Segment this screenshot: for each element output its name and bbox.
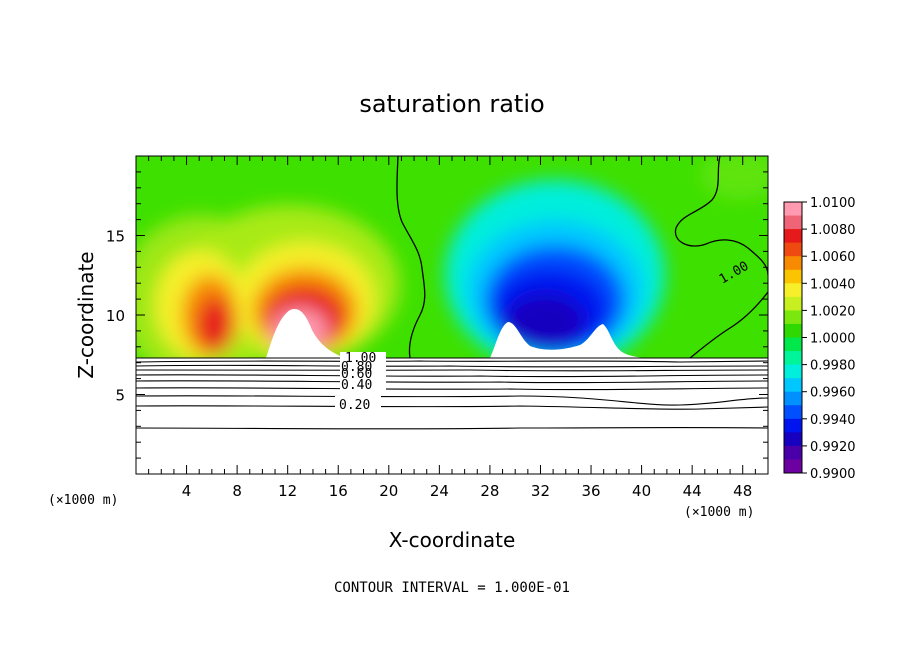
- colorbar-swatch: [784, 391, 802, 406]
- colorbar-label: 0.9980: [810, 359, 856, 374]
- colorbar-swatch: [784, 256, 802, 271]
- contour-line: [136, 374, 768, 378]
- colorbar-swatch: [784, 445, 802, 460]
- plot-area: 1.00 0.80 0.60 0.40 0.20 1.00: [136, 156, 768, 474]
- contour-label: 0.20: [339, 398, 370, 413]
- lower-contours: [136, 357, 768, 430]
- colorbar-swatch: [784, 283, 802, 298]
- y-tick-label: 5: [115, 387, 125, 405]
- colorbar-swatch: [784, 337, 802, 352]
- white-core: [490, 322, 650, 358]
- colorbar-swatch: [784, 202, 802, 217]
- y-tick-label: 15: [106, 228, 125, 246]
- colorbar: 1.0100 1.0080 1.0060 1.0040 1.0020 1.0000 0.99…: [783, 196, 856, 482]
- colorbar-swatch: [784, 378, 802, 393]
- contour-line: [136, 360, 768, 363]
- colorbar-swatch: [784, 269, 802, 284]
- colorbar-label: 1.0040: [810, 277, 856, 292]
- contour-line: [136, 380, 768, 384]
- field-blob: [197, 297, 233, 353]
- contour-line: [136, 364, 768, 368]
- contour-label: 1.00: [345, 351, 376, 366]
- contour-line: [136, 427, 768, 430]
- contour-label-group: 1.00 0.80 0.60 0.40 0.20 1.00: [335, 259, 751, 413]
- x-unit-label-right: (×1000 m): [684, 505, 754, 520]
- colorbar-swatch: [784, 405, 802, 420]
- colorbar-label: 0.9960: [810, 386, 856, 401]
- colorbar-label: 1.0100: [810, 196, 856, 211]
- x-tick-label: 48: [733, 482, 752, 500]
- field-blob: [505, 294, 585, 350]
- saturation-field: [136, 156, 768, 358]
- contour-interval-note: CONTOUR INTERVAL = 1.000E-01: [334, 580, 570, 596]
- contour-label: 0.80: [341, 360, 372, 375]
- x-tick-label: 36: [581, 482, 600, 500]
- label-mask: [335, 396, 381, 410]
- colorbar-label: 1.0000: [810, 332, 856, 347]
- x-tick-label: 44: [683, 482, 702, 500]
- colorbar-swatch: [784, 418, 802, 433]
- colorbar-swatch: [784, 242, 802, 257]
- x-tick-label: 12: [278, 482, 297, 500]
- contour-line: [136, 395, 768, 406]
- colorbar-swatch: [784, 459, 802, 474]
- colorbar-swatch: [784, 310, 802, 325]
- x-tick-label: 28: [480, 482, 499, 500]
- y-axis-title: Z-coordinate: [74, 251, 98, 378]
- chart-title: saturation ratio: [359, 90, 544, 118]
- contour-line: [136, 369, 768, 372]
- colorbar-swatch: [784, 364, 802, 379]
- x-tick-label: 4: [182, 482, 192, 500]
- contour-line: [396, 156, 426, 358]
- contour-line: [136, 405, 768, 410]
- field-blobs: [136, 156, 768, 358]
- x-unit-label: (×1000 m): [48, 493, 118, 508]
- colorbar-swatch: [784, 323, 802, 338]
- y-axis: 5 10 15: [106, 171, 768, 459]
- contour-line: [674, 156, 768, 358]
- colorbar-swatch: [784, 432, 802, 447]
- white-core: [266, 309, 345, 358]
- x-axis: 4 8 12 16 20 24 28 32 36 40 44 48: [148, 156, 756, 500]
- colorbar-label: 1.0060: [810, 250, 856, 265]
- colorbar-swatch: [784, 229, 802, 244]
- label-mask: [340, 352, 386, 396]
- x-tick-label: 20: [379, 482, 398, 500]
- contour-line: [136, 387, 768, 391]
- y-tick-label: 10: [106, 307, 125, 325]
- colorbar-label: 0.9900: [810, 467, 856, 482]
- x-tick-label: 40: [632, 482, 651, 500]
- colorbar-label: 1.0020: [810, 304, 856, 319]
- contour-label: 0.60: [341, 367, 372, 382]
- x-tick-label: 24: [430, 482, 449, 500]
- colorbar-label: 1.0080: [810, 223, 856, 238]
- colorbar-label: 0.9940: [810, 413, 856, 428]
- colorbar-swatch: [784, 215, 802, 230]
- contour-label: 0.40: [341, 378, 372, 393]
- x-tick-label: 8: [232, 482, 242, 500]
- colorbar-swatch: [784, 351, 802, 366]
- x-axis-title: X-coordinate: [389, 528, 516, 552]
- x-tick-label: 16: [329, 482, 348, 500]
- colorbar-swatch: [784, 296, 802, 311]
- colorbar-label: 0.9920: [810, 440, 856, 455]
- x-tick-label: 32: [531, 482, 550, 500]
